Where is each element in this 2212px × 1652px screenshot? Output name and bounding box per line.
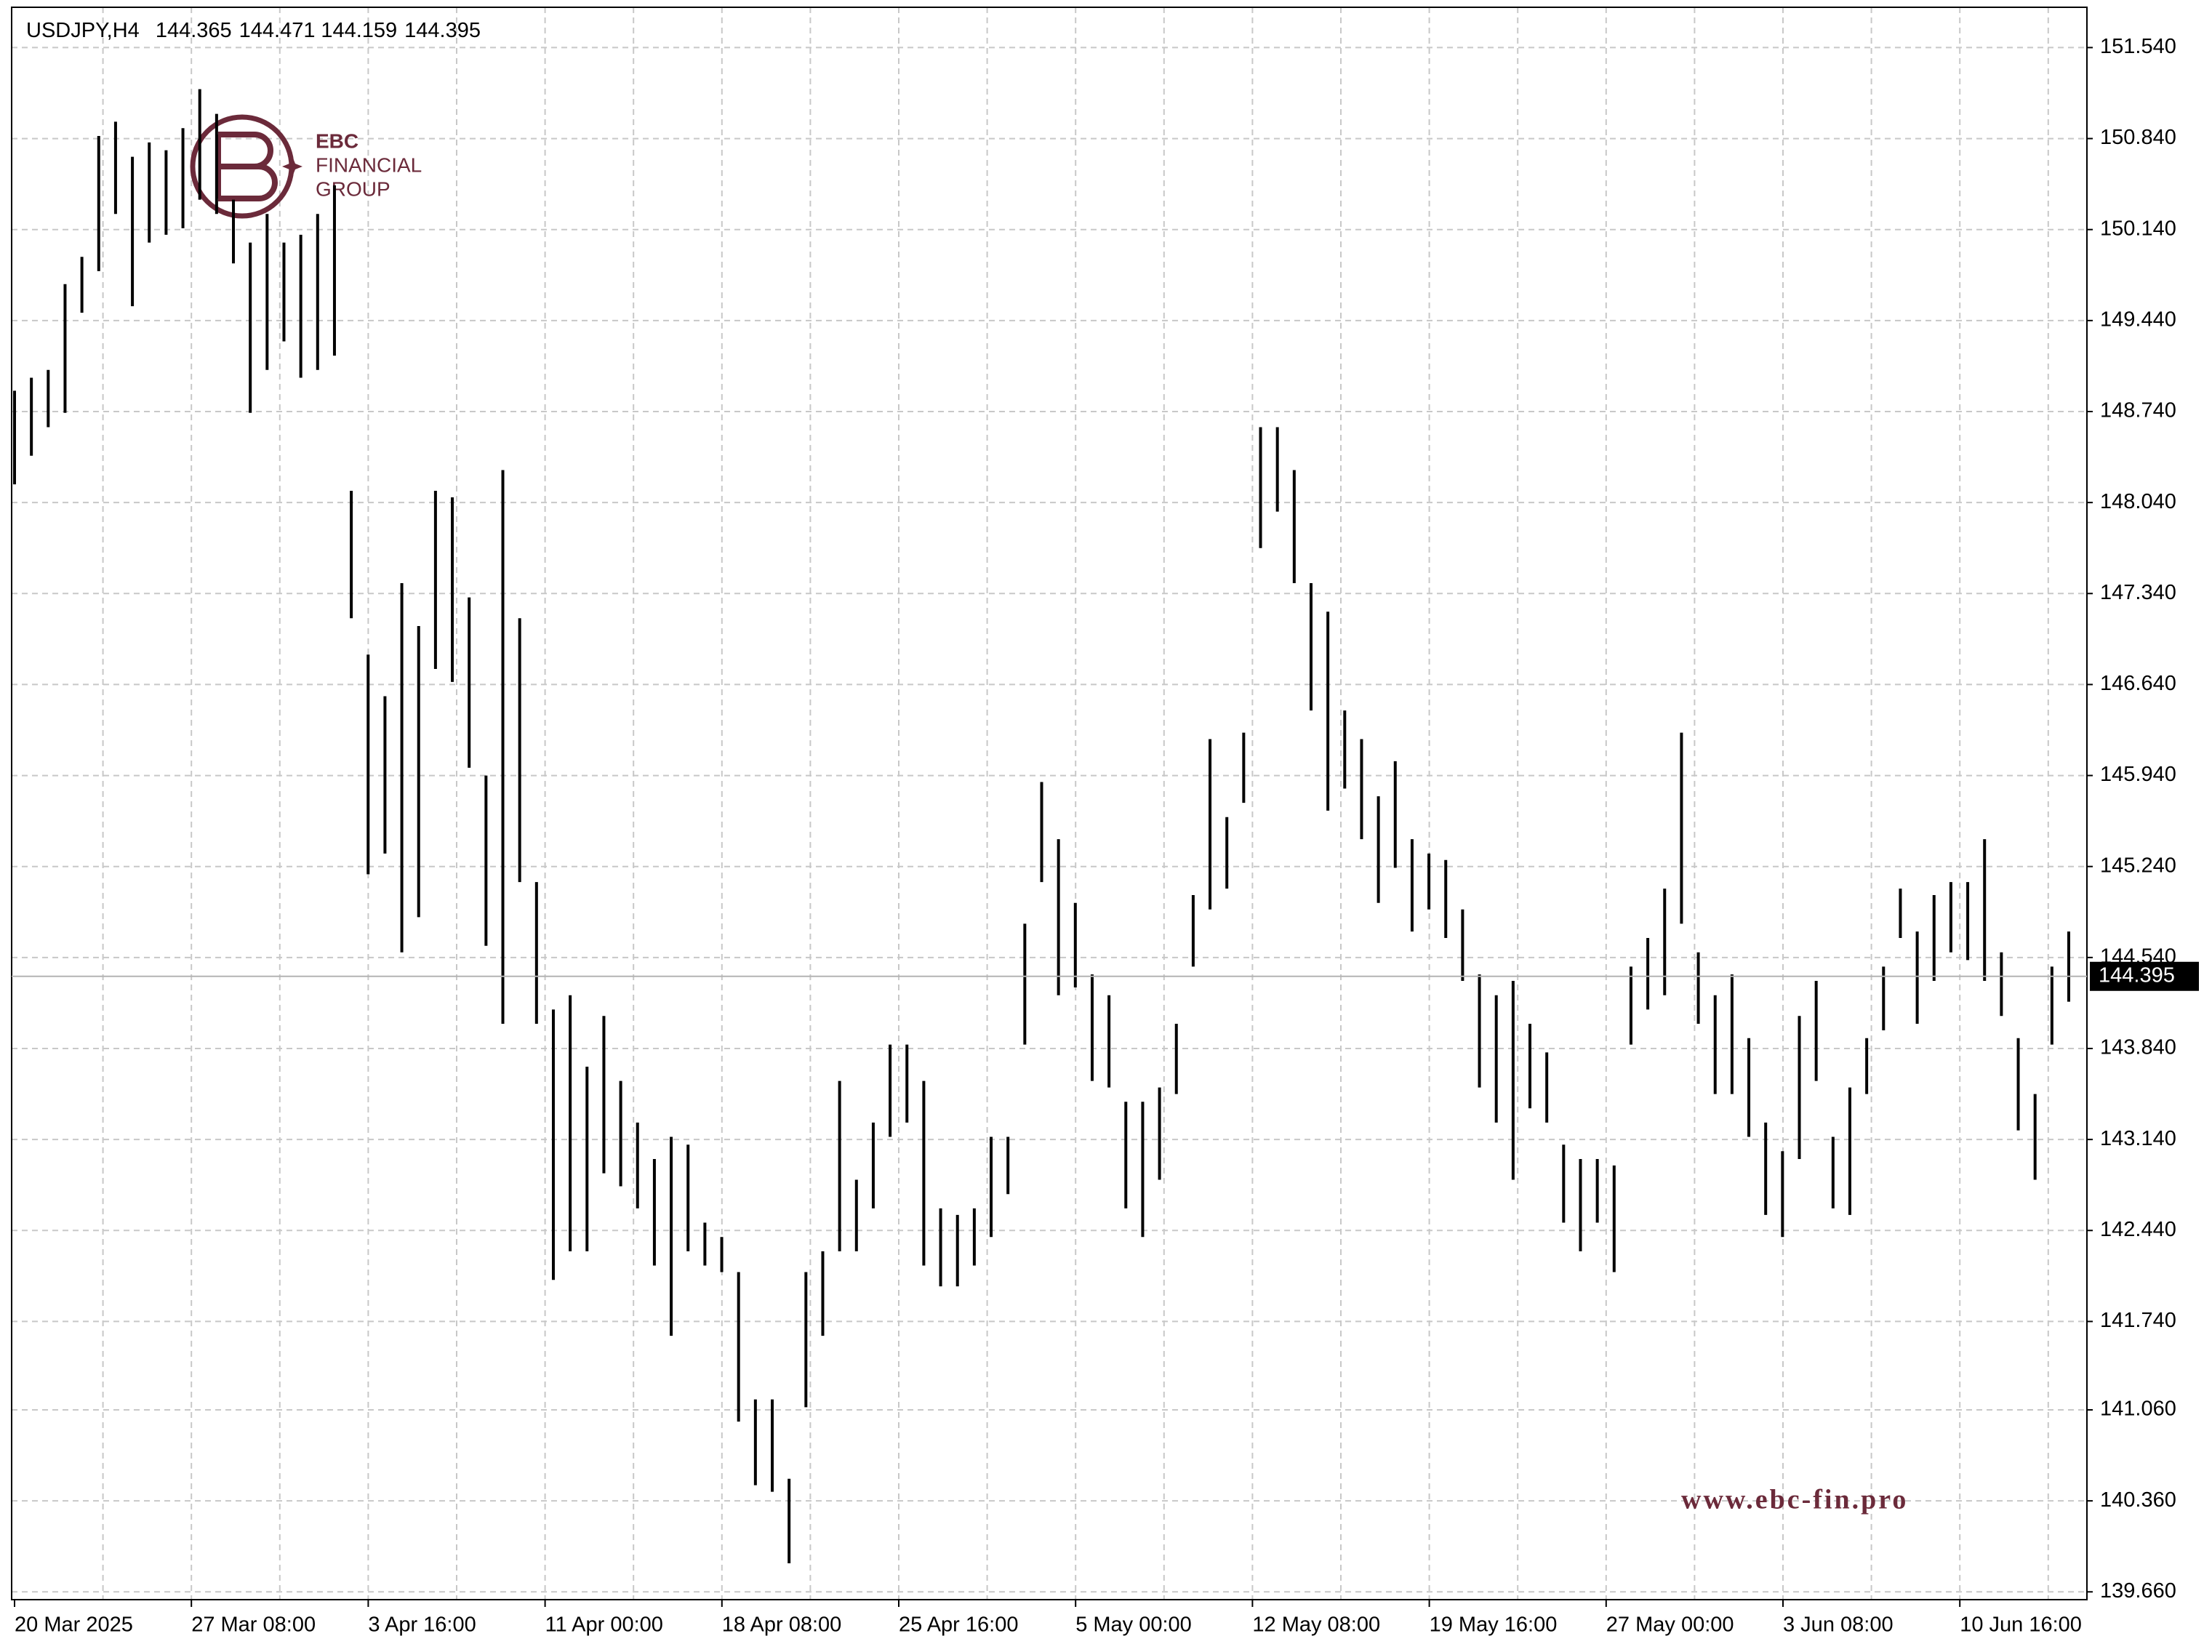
y-tick-label: 141.740 xyxy=(2100,1309,2176,1332)
x-tick-label: 3 Apr 16:00 xyxy=(368,1613,476,1637)
y-tick-label: 143.140 xyxy=(2100,1127,2176,1150)
y-tick-label: 150.140 xyxy=(2100,217,2176,240)
brand-line: EBC xyxy=(316,129,358,152)
y-tick-label: 151.540 xyxy=(2100,35,2176,58)
y-tick-label: 146.640 xyxy=(2100,672,2176,695)
y-tick-label: 142.440 xyxy=(2100,1218,2176,1241)
header: USDJPY,H4 144.365 144.471 144.159 144.395 xyxy=(26,19,481,42)
x-tick-label: 20 Mar 2025 xyxy=(15,1613,133,1637)
brand-line: FINANCIAL xyxy=(316,153,422,176)
x-tick-label: 27 May 00:00 xyxy=(1606,1613,1734,1637)
x-tick-label: 11 Apr 00:00 xyxy=(545,1613,663,1637)
watermark: EBC FINANCIAL GROUP www.ebc-fin.pro xyxy=(190,114,1908,1515)
current-price-box xyxy=(2090,961,2199,991)
y-tick-label: 149.440 xyxy=(2100,308,2176,332)
x-tick-label: 25 Apr 16:00 xyxy=(899,1613,1018,1637)
y-tick-label: 150.840 xyxy=(2100,126,2176,149)
logo-star xyxy=(282,156,302,177)
symbol: USDJPY,H4 xyxy=(26,19,140,42)
current-price-label: 144.395 xyxy=(2099,963,2175,987)
x-tick-label: 18 Apr 08:00 xyxy=(722,1613,841,1637)
x-tick-label: 5 May 00:00 xyxy=(1075,1613,1192,1637)
y-tick-label: 140.360 xyxy=(2100,1488,2176,1512)
watermark-url: www.ebc-fin.pro xyxy=(1681,1485,1908,1515)
y-tick-label: 143.840 xyxy=(2100,1036,2176,1059)
y-tick-label: 145.240 xyxy=(2100,854,2176,877)
header-value: 144.471 xyxy=(239,19,315,42)
x-tick-label: 12 May 08:00 xyxy=(1252,1613,1380,1637)
x-tick-label: 27 Mar 08:00 xyxy=(191,1613,316,1637)
x-tick-label: 19 May 16:00 xyxy=(1430,1613,1558,1637)
y-tick-label: 147.340 xyxy=(2100,581,2176,604)
y-tick-label: 148.740 xyxy=(2100,399,2176,422)
plot-frame xyxy=(11,7,2088,1600)
y-tick-label: 145.940 xyxy=(2100,763,2176,786)
brand-line: GROUP xyxy=(316,177,390,200)
x-tick-label: 10 Jun 16:00 xyxy=(1960,1613,2082,1637)
y-tick-label: 148.040 xyxy=(2100,490,2176,513)
x-tick-label: 3 Jun 08:00 xyxy=(1783,1613,1894,1637)
y-tick-label: 141.060 xyxy=(2100,1398,2176,1421)
grid xyxy=(12,7,2087,1600)
header-value: 144.159 xyxy=(321,19,397,42)
y-tick-label: 139.660 xyxy=(2100,1579,2176,1603)
logo-b xyxy=(215,132,278,201)
header-value: 144.395 xyxy=(404,19,481,42)
bars xyxy=(13,89,2070,1563)
header-value: 144.365 xyxy=(156,19,232,42)
